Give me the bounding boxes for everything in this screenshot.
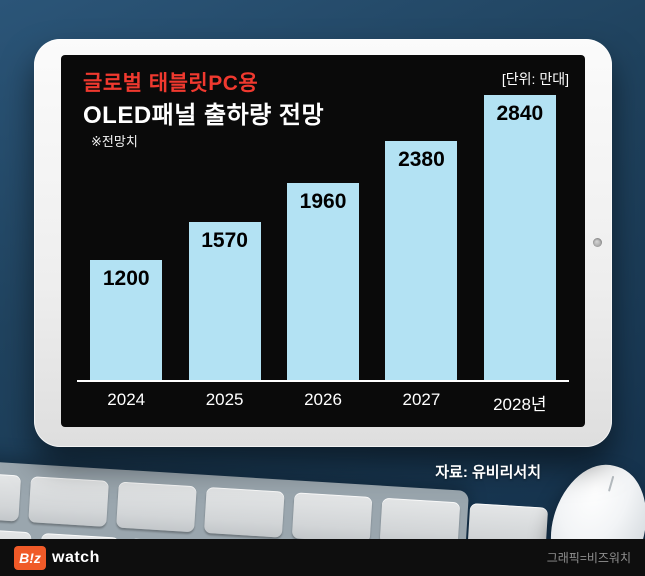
bar-column: 1200 <box>77 95 175 380</box>
x-axis-labels: 2024 2025 2026 2027 2028년 <box>77 390 569 415</box>
tablet-frame: 글로벌 태블릿PC용 OLED패널 출하량 전망 ※전망치 [단위: 만대] 1… <box>34 39 612 447</box>
bar-column: 1960 <box>274 95 372 380</box>
keyboard-key <box>116 481 197 533</box>
chart-title-line1: 글로벌 태블릿PC용 <box>83 72 259 95</box>
x-axis-label: 2024 <box>107 390 146 409</box>
mouse-seam <box>607 475 615 492</box>
forecast-note: ※전망치 <box>91 134 138 149</box>
bar: 1200 <box>90 260 163 380</box>
logo-text: watch <box>52 548 100 566</box>
bizwatch-logo: B!z watch <box>14 545 100 570</box>
x-axis-label: 2026 <box>304 390 342 409</box>
bar: 1960 <box>287 183 360 380</box>
keyboard-key <box>291 492 373 543</box>
bar-plot: 1200 1570 1960 2380 2840 <box>77 95 569 380</box>
bar: 2380 <box>385 141 458 380</box>
keyboard-key <box>0 470 22 522</box>
tablet-screen: 글로벌 태블릿PC용 OLED패널 출하량 전망 ※전망치 [단위: 만대] 1… <box>61 55 585 427</box>
bar: 1570 <box>188 222 261 380</box>
x-axis-label: 2025 <box>205 390 244 409</box>
bar-value: 1960 <box>299 190 347 213</box>
keyboard-key <box>28 476 109 527</box>
logo-badge: B!z <box>14 545 46 570</box>
bar-value: 2840 <box>496 102 544 125</box>
bar-column: 2840 <box>471 95 569 380</box>
bar-value: 1570 <box>201 229 248 252</box>
bar-value: 1200 <box>102 267 150 290</box>
bar-column: 2380 <box>372 95 470 380</box>
keyboard-key <box>203 486 285 538</box>
x-axis-line <box>77 380 569 382</box>
unit-label: [단위: 만대] <box>501 71 569 87</box>
x-axis-label: 2028년 <box>493 395 547 414</box>
chart-title-line2: OLED패널 출하량 전망 <box>83 102 325 129</box>
camera-dot <box>593 238 602 247</box>
x-axis-label: 2027 <box>402 390 441 409</box>
bar-value: 2380 <box>398 148 445 171</box>
bar: 2840 <box>483 95 556 380</box>
footer-bar: B!z watch 그래픽=비즈워치 <box>0 539 645 576</box>
source-label: 자료: 유비리서치 <box>435 464 541 481</box>
bar-column: 1570 <box>175 95 273 380</box>
credit-label: 그래픽=비즈워치 <box>546 551 631 565</box>
